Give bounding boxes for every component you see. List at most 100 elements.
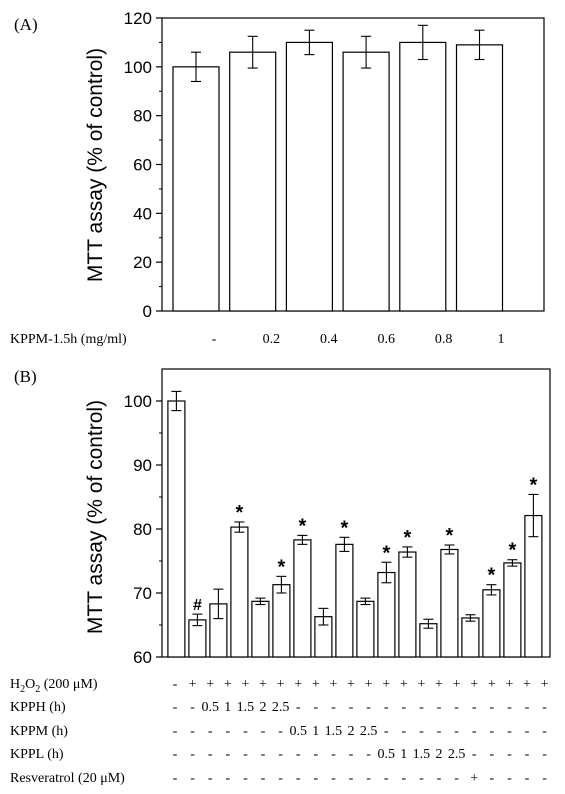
treatment-row-cell: - [489, 771, 494, 786]
treatment-row-cell: + [259, 677, 267, 692]
treatment-row-cell: - [278, 747, 283, 762]
treatment-row-cell: + [347, 677, 355, 692]
treatment-row-cell: - [401, 771, 406, 786]
panel-b: (B) MTT assay (% of control) 60 70 80 90 100… [10, 367, 551, 786]
bar [440, 548, 459, 658]
treatment-row-cell: - [419, 771, 424, 786]
treatment-row-cell: - [208, 724, 213, 739]
panel-a-y-ticks: 0 20 40 60 80 100 120 [124, 9, 162, 321]
bar [167, 400, 186, 658]
treatment-row-cell: - [278, 724, 283, 739]
treatment-row-cell: - [542, 700, 547, 715]
treatment-row-cell: - [525, 700, 530, 715]
bar [229, 51, 277, 312]
treatment-row-cell: + [329, 677, 337, 692]
bar [398, 551, 417, 658]
treatment-row-cell: - [296, 771, 301, 786]
significance-mark: * [278, 556, 286, 578]
y-tick-label: 60 [133, 156, 152, 175]
treatment-row-cell: + [224, 677, 232, 692]
treatment-row-cell: - [313, 771, 318, 786]
treatment-row-cell: - [437, 700, 442, 715]
bar [482, 589, 501, 658]
significance-mark: * [488, 565, 496, 587]
panel-a-treatment-rows: KPPM-1.5h (mg/ml) - 0.2 0.4 0.6 0.8 1 [10, 332, 505, 347]
treatment-row-cell: + [417, 677, 425, 692]
treatment-row-cell: - [419, 700, 424, 715]
treatment-row-cell: - [384, 700, 389, 715]
treatment-row-cell: + [241, 677, 249, 692]
treatment-row-label: KPPH (h) [10, 700, 66, 715]
treatment-row-cell: - [366, 747, 371, 762]
treatment-row-cell: - [525, 747, 530, 762]
treatment-row-cell: - [472, 724, 477, 739]
treatment-row-cell: + [206, 677, 214, 692]
treatment-row-cell: - [208, 747, 213, 762]
treatment-row-cell: + [277, 677, 285, 692]
treatment-row-cell: - [419, 724, 424, 739]
significance-mark: * [299, 515, 307, 537]
treatment-row-cell: - [331, 747, 336, 762]
treatment-row-cell: - [525, 724, 530, 739]
treatment-row-label: Resveratrol (20 μM) [10, 771, 125, 786]
y-tick-label: 120 [124, 9, 152, 28]
treatment-row-cell: - [384, 724, 389, 739]
treatment-row-cell: - [507, 700, 512, 715]
treatment-row-cell: 1.5 [413, 747, 431, 762]
bar [377, 571, 396, 658]
bar [399, 41, 447, 312]
panel-b-y-ticks: 60 70 80 90 100 [124, 392, 162, 667]
treatment-row-cell: 0.5 [377, 747, 395, 762]
treatment-row-cell: - [349, 700, 354, 715]
panel-a: (A) MTT assay (% of control) 02040608010… [10, 9, 545, 347]
treatment-row-cell: 1 [400, 747, 407, 762]
bar [503, 562, 522, 658]
treatment-row-cell: - [225, 724, 230, 739]
treatment-row-cell: - [190, 747, 195, 762]
treatment-row-cell: - [225, 747, 230, 762]
treatment-row-cell: + [189, 677, 197, 692]
treatment-row-cell: - [173, 700, 178, 715]
treatment-row-cell: - [313, 747, 318, 762]
treatment-row-cell: + [523, 677, 531, 692]
treatment-row-cell: - [366, 700, 371, 715]
panel-b-treatment-rows: H2O2 (200 μM) - + + + + + + + + + + + + + + + + + + + + +KPPH … [10, 677, 549, 786]
plot-frame [161, 368, 551, 658]
treatment-row-label: H2O2 (200 μM) [10, 677, 98, 695]
bar [285, 41, 333, 312]
panel-a-y-axis-label: MTT assay (% of control) [84, 48, 107, 282]
treatment-row-cell: - [489, 747, 494, 762]
panel-b-y-axis-label: MTT assay (% of control) [84, 400, 107, 634]
treatment-row-cell: - [243, 747, 248, 762]
significance-mark: * [404, 527, 412, 549]
treatment-row-cell: 0.6 [377, 332, 395, 347]
y-tick-label: 90 [133, 456, 152, 475]
significance-mark: * [341, 517, 349, 539]
treatment-row-cell: - [489, 724, 494, 739]
treatment-row-cell: - [296, 700, 301, 715]
y-tick-label: 100 [124, 392, 152, 411]
treatment-row-cell: + [400, 677, 408, 692]
treatment-row-cell: - [472, 700, 477, 715]
bar [335, 543, 354, 658]
panel-b-bars: # * * * * * * * * * * [161, 368, 551, 658]
significance-mark: * [446, 525, 454, 547]
treatment-row-label: KPPM (h) [10, 724, 68, 739]
treatment-row-cell: + [365, 677, 373, 692]
treatment-row-cell: 1 [312, 724, 319, 739]
treatment-row-cell: 2.5 [272, 700, 290, 715]
y-tick-label: 100 [124, 58, 152, 77]
treatment-row-cell: - [401, 724, 406, 739]
treatment-row-cell: 2 [348, 724, 355, 739]
y-tick-label: 40 [133, 204, 152, 223]
panel-a-label: (A) [14, 15, 38, 34]
treatment-row-cell: - [331, 771, 336, 786]
treatment-row-cell: - [525, 771, 530, 786]
treatment-row-cell: - [349, 771, 354, 786]
treatment-row-cell: - [542, 747, 547, 762]
bar [342, 51, 390, 312]
treatment-row-cell: 0.8 [435, 332, 453, 347]
treatment-row-cell: + [435, 677, 443, 692]
significance-mark: * [236, 502, 244, 524]
treatment-row-cell: - [437, 724, 442, 739]
